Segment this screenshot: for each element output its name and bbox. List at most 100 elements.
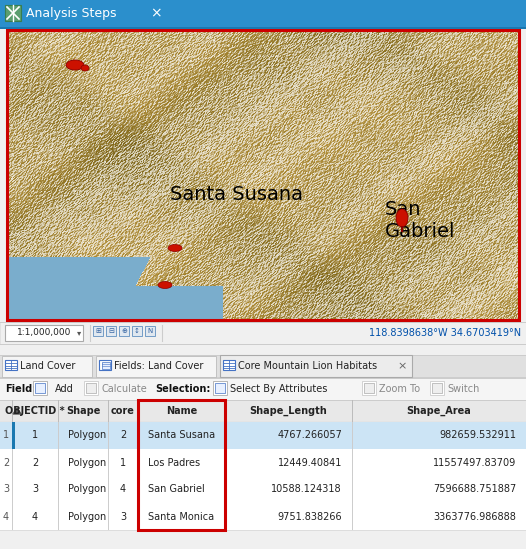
Text: Shape_Length: Shape_Length (250, 406, 327, 416)
Bar (0, 400, 526, 422)
Bar (430, 381, 444, 395)
Bar (215, 383, 225, 393)
Bar (5, 360, 17, 370)
Text: 1: 1 (120, 457, 126, 468)
Text: Analysis Steps: Analysis Steps (26, 7, 116, 20)
Text: 118.8398638°W 34.6703419°N: 118.8398638°W 34.6703419°N (369, 328, 521, 338)
Ellipse shape (158, 282, 172, 289)
Text: 10588.124318: 10588.124318 (271, 485, 342, 495)
Bar (0, 355, 526, 377)
Text: ▾: ▾ (77, 328, 81, 338)
Text: 4767.266057: 4767.266057 (277, 430, 342, 440)
Bar (96, 356, 216, 377)
Text: Polygon: Polygon (68, 512, 106, 522)
Bar (33, 381, 47, 395)
Text: core: core (111, 406, 135, 416)
Bar (0, 322, 526, 344)
Bar (7, 30, 519, 320)
Text: 4: 4 (32, 512, 38, 522)
Bar (0, 449, 526, 476)
Bar (145, 326, 155, 336)
Text: 2: 2 (3, 457, 9, 468)
Text: 3: 3 (3, 485, 9, 495)
Bar (119, 326, 129, 336)
Bar (0, 0, 526, 27)
Text: Core Mountain Lion Habitats: Core Mountain Lion Habitats (238, 361, 377, 371)
Bar (0, 378, 526, 400)
Text: 982659.532911: 982659.532911 (439, 430, 516, 440)
Bar (106, 326, 116, 336)
Text: 4: 4 (120, 485, 126, 495)
Text: Los Padres: Los Padres (148, 457, 200, 468)
Text: 1: 1 (32, 430, 38, 440)
Text: 1: 1 (3, 430, 9, 440)
Text: N: N (147, 328, 153, 334)
Bar (102, 362, 110, 369)
Text: Santa Monica: Santa Monica (148, 512, 214, 522)
Text: ⊞: ⊞ (95, 328, 101, 334)
Text: 4: 4 (3, 512, 9, 522)
Bar (223, 360, 235, 370)
Text: Polygon: Polygon (68, 430, 106, 440)
Bar (0, 503, 526, 530)
Text: 3363776.986888: 3363776.986888 (433, 512, 516, 522)
Bar (2, 356, 92, 377)
Bar (35, 383, 45, 393)
Bar (364, 383, 374, 393)
Text: 7596688.751887: 7596688.751887 (433, 485, 516, 495)
Text: Fields: Land Cover: Fields: Land Cover (114, 361, 204, 371)
Text: 1:1,000,000: 1:1,000,000 (17, 328, 71, 338)
Bar (132, 326, 142, 336)
Text: 2: 2 (120, 430, 126, 440)
Text: ⊟: ⊟ (108, 328, 114, 334)
Bar (86, 383, 96, 393)
Bar (138, 400, 225, 530)
Bar (93, 326, 103, 336)
Text: Calculate: Calculate (101, 384, 147, 394)
Bar (213, 381, 227, 395)
Bar (220, 355, 412, 377)
Text: Field:: Field: (5, 384, 36, 394)
Text: Polygon: Polygon (68, 457, 106, 468)
Text: Santa Susana: Santa Susana (148, 430, 215, 440)
Text: Shape: Shape (66, 406, 100, 416)
Bar (99, 360, 111, 370)
Text: 2: 2 (32, 457, 38, 468)
Ellipse shape (396, 209, 408, 227)
Bar (5, 5, 21, 21)
Text: Zoom To: Zoom To (379, 384, 420, 394)
Bar (362, 381, 376, 395)
Bar (0, 476, 526, 503)
Text: San
Gabriel: San Gabriel (385, 200, 456, 241)
Ellipse shape (66, 60, 84, 70)
Text: Add: Add (55, 384, 74, 394)
Text: ⊕: ⊕ (121, 328, 127, 334)
Bar (432, 383, 442, 393)
Text: ↕: ↕ (134, 328, 140, 334)
Ellipse shape (168, 244, 182, 251)
Bar (7, 30, 519, 320)
Text: Switch: Switch (447, 384, 479, 394)
Bar (5, 325, 83, 341)
Polygon shape (13, 408, 21, 414)
Text: 9751.838266: 9751.838266 (277, 512, 342, 522)
Text: San Gabriel: San Gabriel (148, 485, 205, 495)
Text: OBJECTID *: OBJECTID * (5, 406, 65, 416)
Bar (84, 381, 98, 395)
Text: Land Cover: Land Cover (20, 361, 75, 371)
Text: Polygon: Polygon (68, 485, 106, 495)
Text: 12449.40841: 12449.40841 (278, 457, 342, 468)
Bar (0, 422, 526, 449)
Text: ×: × (150, 7, 161, 20)
Text: Name: Name (166, 406, 197, 416)
Text: Select By Attributes: Select By Attributes (230, 384, 327, 394)
Bar (0, 27, 526, 29)
Text: 3: 3 (120, 512, 126, 522)
Text: Santa Susana: Santa Susana (170, 185, 303, 204)
Ellipse shape (81, 65, 89, 71)
Text: 3: 3 (32, 485, 38, 495)
Bar (12, 422, 15, 449)
Text: ×: × (397, 361, 407, 371)
Text: Selection:: Selection: (155, 384, 210, 394)
Text: 11557497.83709: 11557497.83709 (433, 457, 516, 468)
